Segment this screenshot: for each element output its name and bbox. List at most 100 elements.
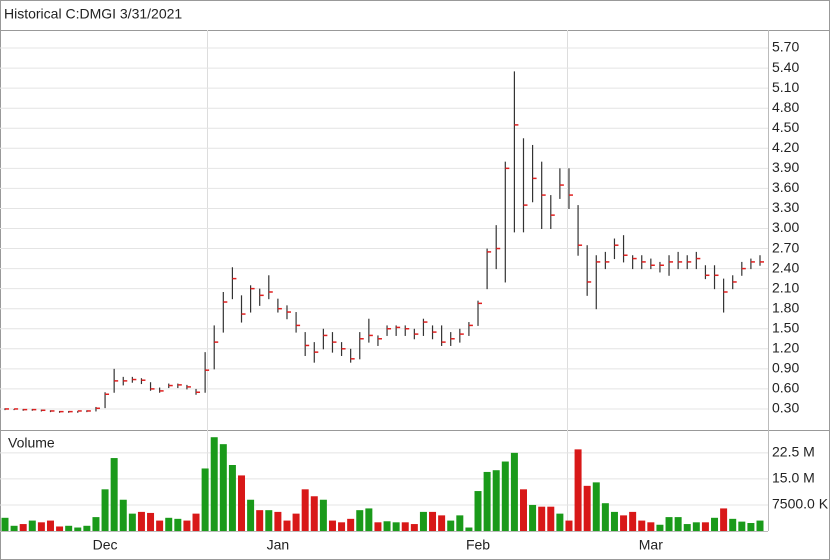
volume-bar [392, 522, 400, 531]
volume-bar [74, 527, 82, 531]
volume-title: Volume [8, 435, 55, 451]
volume-bar [538, 506, 546, 531]
volume-bar [328, 520, 336, 531]
volume-bar [729, 518, 737, 531]
volume-bar [301, 489, 309, 531]
volume-bar [183, 520, 191, 531]
volume-bar [720, 508, 728, 531]
y-tick-label: 3.30 [772, 199, 799, 215]
volume-bar [274, 511, 282, 531]
volume-bar [365, 508, 373, 531]
volume-bar [10, 525, 18, 531]
volume-bar [674, 517, 682, 531]
volume-bar [256, 510, 264, 531]
volume-bar [483, 471, 491, 531]
volume-bar [438, 515, 446, 531]
volume-bar [83, 525, 91, 531]
volume-bar [565, 520, 573, 531]
volume-bar [647, 522, 655, 531]
volume-bar [28, 520, 36, 531]
y-tick-label: 1.50 [772, 319, 799, 335]
volume-bar [1, 517, 9, 531]
volume-bar [747, 523, 755, 531]
volume-bar [156, 520, 164, 531]
volume-bar [574, 449, 582, 531]
volume-bar [356, 510, 364, 531]
volume-bar [419, 511, 427, 531]
volume-bar [383, 521, 391, 531]
y-tick-label: 1.80 [772, 299, 799, 315]
y-tick-label: 2.70 [772, 239, 799, 255]
x-tick-label: Dec [93, 537, 118, 553]
volume-bar [510, 452, 518, 531]
volume-bar [410, 524, 418, 531]
volume-bar [101, 489, 109, 531]
volume-bar [429, 511, 437, 531]
y-tick-label: 15.0 M [772, 470, 815, 486]
y-tick-label: 2.10 [772, 279, 799, 295]
volume-bar [547, 506, 555, 531]
volume-bar [456, 515, 464, 531]
volume-bar [192, 513, 200, 531]
volume-bar [46, 520, 54, 531]
volume-bar [638, 520, 646, 531]
x-tick-label: Mar [639, 537, 663, 553]
chart-title: Historical C:DMGI 3/31/2021 [4, 6, 182, 22]
volume-bar [501, 461, 509, 531]
volume-bar [110, 458, 118, 531]
volume-bar [201, 468, 209, 531]
x-tick-label: Jan [267, 537, 290, 553]
volume-bar [265, 510, 273, 531]
volume-bar [147, 512, 155, 531]
y-tick-label: 2.40 [772, 259, 799, 275]
y-tick-label: 3.00 [772, 219, 799, 235]
volume-bar [610, 511, 618, 531]
y-tick-label: 4.50 [772, 119, 799, 135]
volume-bar [228, 465, 236, 531]
volume-bar [65, 525, 73, 531]
volume-bar [601, 503, 609, 531]
volume-bar [756, 520, 764, 531]
volume-bar [338, 522, 346, 531]
volume-bar [665, 517, 673, 531]
volume-bar [447, 520, 455, 531]
volume-bar [519, 489, 527, 531]
volume-bar [701, 522, 709, 531]
volume-bar [629, 511, 637, 531]
y-tick-label: 0.90 [772, 360, 799, 376]
volume-bar [219, 444, 227, 531]
volume-bar [37, 522, 45, 531]
volume-bar [692, 522, 700, 531]
volume-bar [465, 527, 473, 531]
y-tick-label: 7500.0 K [772, 496, 829, 512]
volume-bar [401, 522, 409, 531]
volume-bar [474, 491, 482, 531]
y-tick-label: 22.5 M [772, 444, 815, 460]
volume-bar [556, 513, 564, 531]
volume-bar [92, 517, 100, 531]
volume-bar [738, 521, 746, 531]
y-tick-label: 3.60 [772, 179, 799, 195]
volume-bar [656, 524, 664, 531]
x-tick-label: Feb [466, 537, 490, 553]
volume-bar [128, 513, 136, 531]
volume-bar [310, 496, 318, 531]
y-tick-label: 5.10 [772, 79, 799, 95]
volume-bar [319, 499, 327, 531]
volume-bar [347, 518, 355, 531]
volume-bar [174, 518, 182, 531]
volume-bar [238, 475, 246, 531]
y-tick-label: 0.60 [772, 380, 799, 396]
volume-bar [210, 437, 218, 531]
volume-bar [137, 511, 145, 531]
volume-bar [583, 485, 591, 531]
volume-bar [711, 517, 719, 531]
volume-bar [19, 524, 27, 531]
volume-bar [529, 504, 537, 531]
y-tick-label: 1.20 [772, 340, 799, 356]
volume-bar [592, 482, 600, 531]
y-tick-label: 5.40 [772, 59, 799, 75]
volume-bar [620, 515, 628, 531]
y-tick-label: 0.30 [772, 400, 799, 416]
